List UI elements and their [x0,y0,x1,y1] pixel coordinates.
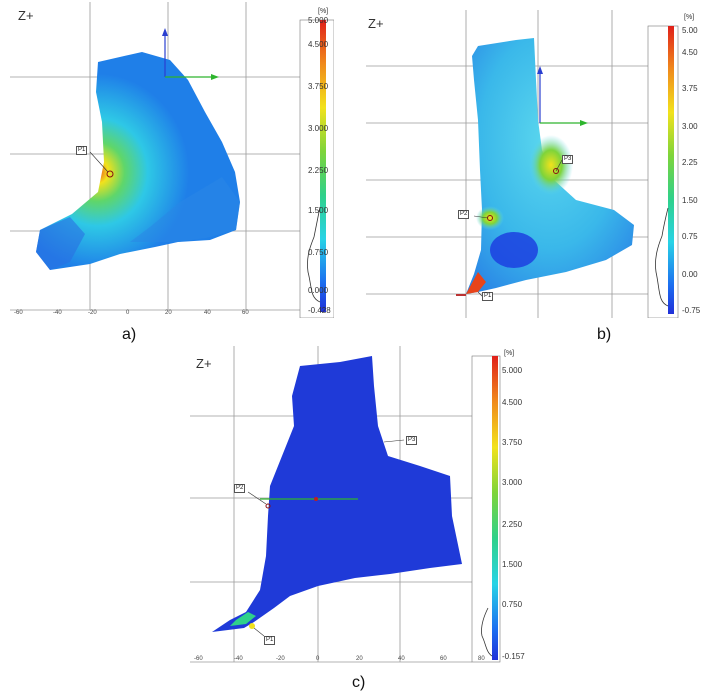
caption-c: c) [352,674,366,691]
colorbar [320,20,326,312]
colorbar-tick: 3.000 [308,124,329,133]
x-tick: -40 [53,310,62,316]
view-label: Z+ [18,8,34,23]
colorbar-tick: 1.500 [502,560,523,569]
point-tag-p3: P3 [406,436,418,445]
x-tick: -40 [234,656,243,662]
colorbar-tick: 1.50 [682,196,698,205]
strain-surface [212,356,462,632]
x-tick: 40 [204,310,211,316]
colorbar-unit: [%] [504,350,515,357]
colorbar-tick: -0.157 [502,652,525,661]
colorbar-tick: 4.500 [308,40,329,49]
histogram-curve [481,607,493,657]
x-tick: 0 [316,656,320,662]
view-label: Z+ [196,356,212,371]
colorbar-tick: 5.000 [502,366,523,375]
colorbar-tick: 0.750 [308,248,329,257]
colorbar-tick: 5.00 [682,26,698,35]
point-tag-p1: P1 [264,636,276,645]
point-tag-p2: P2 [458,210,470,219]
colorbar-tick: 2.250 [308,166,329,175]
colorbar-tick: 1.500 [308,206,329,215]
colorbar-unit: [%] [684,14,695,21]
panel-c: Z+ P3 P2 P1 [%] 5.000 4.500 3.750 3.000 … [190,346,534,666]
colorbar-tick: 2.25 [682,158,698,167]
colorbar-tick: 3.75 [682,84,698,93]
caption-b: b) [597,326,612,343]
colorbar-tick: 4.50 [682,48,698,57]
x-tick: 60 [242,310,249,316]
x-tick: -60 [194,656,203,662]
x-tick: -20 [276,656,285,662]
histogram-curve [307,206,321,303]
panel-b: Z+ P3 P2 P1 [%] 5.00 4.50 3.75 3.00 2.25… [366,10,706,318]
colorbar-tick: -0.75 [682,306,701,315]
point-tag-p1: P1 [76,146,88,155]
x-tick: -20 [88,310,97,316]
x-tick: 60 [440,656,447,662]
x-tick: 20 [165,310,172,316]
panel-c-graphic [190,346,534,666]
strain-surface [466,38,634,294]
point-marker [106,170,114,178]
colorbar-unit: [%] [318,8,329,15]
point-tag-p3: P3 [562,155,574,164]
colorbar-tick: 4.500 [502,398,523,407]
view-label: Z+ [368,16,384,31]
colorbar [668,26,674,314]
colorbar-tick: 3.000 [502,478,523,487]
panel-a: Z+ P1 [%] 5.000 4.500 3.750 3.000 2.250 … [10,2,334,318]
panel-b-graphic [366,10,706,318]
colorbar-tick: 3.00 [682,122,698,131]
colorbar-tick: 0.000 [308,286,329,295]
x-tick: -60 [14,310,23,316]
x-tick: 40 [398,656,405,662]
colorbar-tick: 5.000 [308,16,329,25]
colorbar-tick: -0.428 [308,306,331,315]
histogram-curve [655,207,669,307]
colorbar-tick: 0.75 [682,232,698,241]
colorbar-tick: 0.750 [502,600,523,609]
caption-a: a) [122,326,137,343]
point-tag-p1: P1 [482,292,494,301]
colorbar-tick: 3.750 [502,438,523,447]
x-tick: 20 [356,656,363,662]
point-tag-p2: P2 [234,484,246,493]
colorbar-tick: 2.250 [502,520,523,529]
colorbar-tick: 3.750 [308,82,329,91]
colorbar [492,356,498,660]
x-tick: 80 [478,656,485,662]
colorbar-tick: 0.00 [682,270,698,279]
panel-a-graphic [10,2,334,318]
x-tick: 0 [126,310,130,316]
